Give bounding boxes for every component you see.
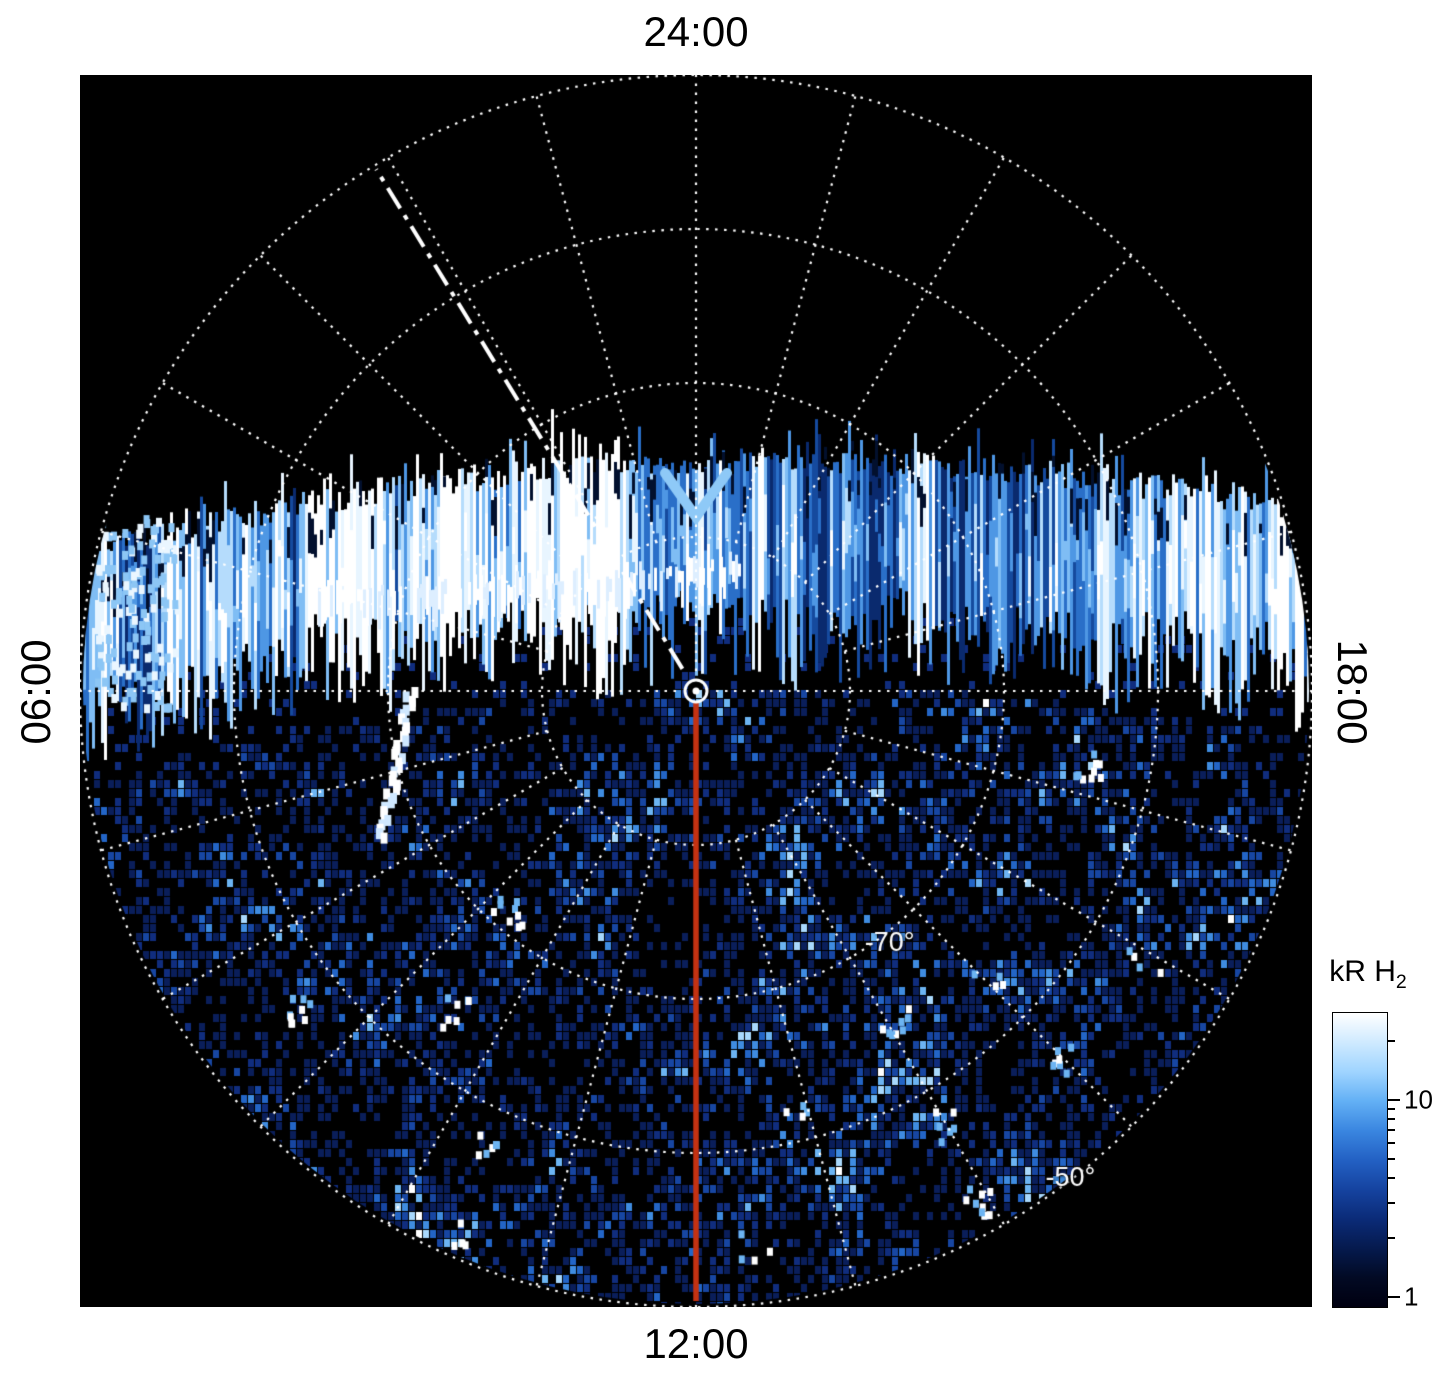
local-time-label-1800: 18:00 — [1329, 639, 1376, 745]
colorbar-tick-label: 10 — [1404, 1084, 1433, 1115]
colorbar-tick — [1388, 1039, 1395, 1042]
colorbar — [1332, 1012, 1388, 1308]
local-time-label-0600: 06:00 — [12, 639, 59, 745]
polar-heatmap-canvas — [80, 75, 1312, 1307]
colorbar-tick — [1388, 1296, 1400, 1299]
colorbar-tick — [1388, 1098, 1400, 1101]
colorbar-title-subscript: 2 — [1395, 971, 1407, 993]
local-time-label-1200: 12:00 — [643, 1320, 749, 1367]
colorbar-tick — [1388, 1236, 1395, 1239]
colorbar-title-text: kR H — [1329, 955, 1396, 988]
colorbar-tick — [1388, 1129, 1395, 1132]
local-time-label-2400: 24:00 — [643, 8, 749, 55]
colorbar-tick — [1388, 1201, 1395, 1204]
colorbar-tick — [1388, 1117, 1395, 1120]
colorbar-title: kR H2 — [1329, 955, 1407, 994]
colorbar-tick — [1388, 1142, 1395, 1145]
colorbar-tick — [1388, 1177, 1395, 1180]
colorbar-tick-label: 1 — [1404, 1281, 1419, 1312]
polar-plot-area — [80, 75, 1312, 1307]
colorbar-tick — [1388, 1158, 1395, 1161]
colorbar-tick — [1388, 1107, 1395, 1110]
